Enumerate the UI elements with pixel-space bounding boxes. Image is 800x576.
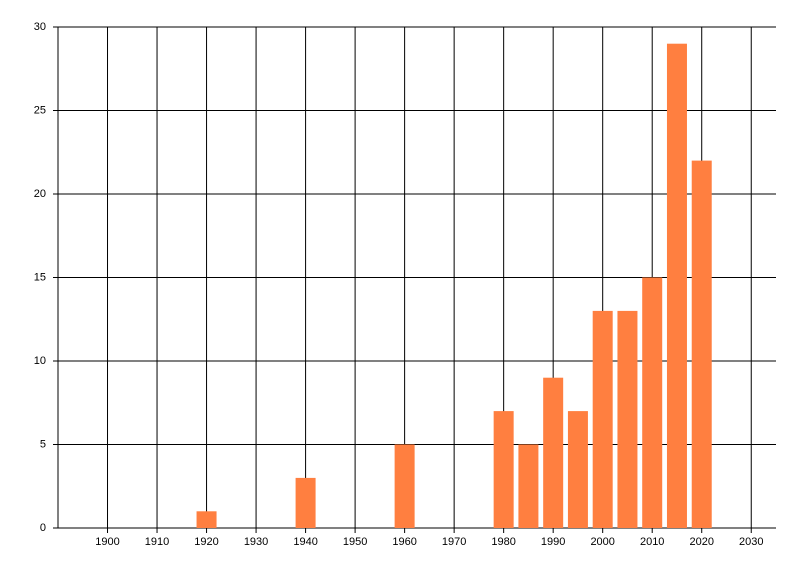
y-tick-label: 30 <box>34 21 46 33</box>
y-tick-label: 15 <box>34 271 46 283</box>
x-tick-label: 1990 <box>541 536 565 548</box>
x-tick-label: 1980 <box>491 536 515 548</box>
y-tick-label: 10 <box>34 355 46 367</box>
bar <box>518 444 539 528</box>
x-tick-label: 1910 <box>145 536 169 548</box>
bar <box>592 310 613 528</box>
bar <box>493 411 514 528</box>
x-tick-label: 1950 <box>343 536 367 548</box>
x-tick-label: 1940 <box>293 536 317 548</box>
bar <box>691 160 712 528</box>
bar <box>617 310 638 528</box>
bar <box>295 477 316 528</box>
y-tick-label: 20 <box>34 188 46 200</box>
bar <box>196 511 217 528</box>
x-tick-label: 2030 <box>739 536 763 548</box>
x-tick-label: 1930 <box>244 536 268 548</box>
x-tick-label: 1970 <box>442 536 466 548</box>
bar <box>543 377 564 528</box>
bar <box>394 444 415 528</box>
x-tick-label: 2020 <box>689 536 713 548</box>
y-tick-label: 0 <box>40 522 46 534</box>
bar <box>567 411 588 528</box>
bar <box>642 277 663 528</box>
x-tick-label: 2010 <box>640 536 664 548</box>
x-tick-label: 1920 <box>194 536 218 548</box>
x-tick-label: 2000 <box>590 536 614 548</box>
bar <box>666 43 687 528</box>
y-tick-label: 5 <box>40 438 46 450</box>
y-tick-label: 25 <box>34 104 46 116</box>
x-tick-label: 1900 <box>95 536 119 548</box>
x-tick-label: 1960 <box>392 536 416 548</box>
